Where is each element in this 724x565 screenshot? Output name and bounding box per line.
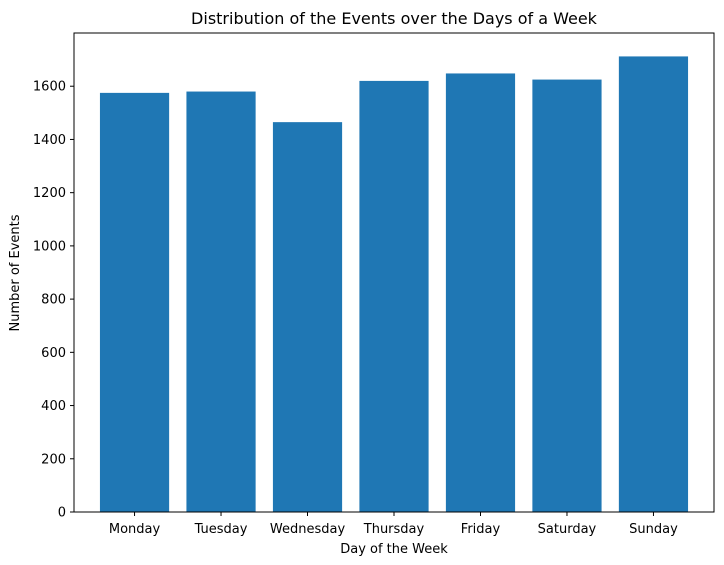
y-tick-label-800: 800 [41,293,66,308]
x-tick-label-friday: Friday [461,522,501,537]
y-tick-label-200: 200 [41,452,66,467]
bar-thursday [359,80,429,513]
x-tick-label-tuesday: Tuesday [194,522,248,537]
y-tick-label-1000: 1000 [33,239,66,254]
y-axis: 0 200 400 600 800 1000 1200 1400 1600 [33,80,74,521]
x-axis-label: Day of the Week [340,542,448,557]
y-tick-label-400: 400 [41,399,66,414]
y-tick-label-0: 0 [58,506,66,521]
bar-friday [445,73,516,513]
y-axis-label: Number of Events [8,214,23,331]
x-tick-label-saturday: Saturday [538,522,597,537]
bar-wednesday [272,122,343,513]
bars-group [99,56,689,513]
x-axis: Monday Tuesday Wednesday Thursday Friday Satu… [109,512,678,537]
chart-title: Distribution of the Events over the Days… [191,9,598,28]
y-tick-label-1600: 1600 [33,80,66,95]
bar-tuesday [186,91,256,513]
bar-monday [99,92,170,512]
bar-saturday [532,79,602,512]
x-tick-label-sunday: Sunday [629,522,678,537]
y-tick-label-1200: 1200 [33,186,66,201]
y-tick-label-1400: 1400 [33,133,66,148]
x-tick-label-monday: Monday [109,522,161,537]
plot-frame [73,32,715,513]
bar-sunday [618,56,689,512]
x-tick-label-wednesday: Wednesday [270,522,346,537]
y-tick-label-600: 600 [41,346,66,361]
x-tick-label-thursday: Thursday [363,522,425,537]
